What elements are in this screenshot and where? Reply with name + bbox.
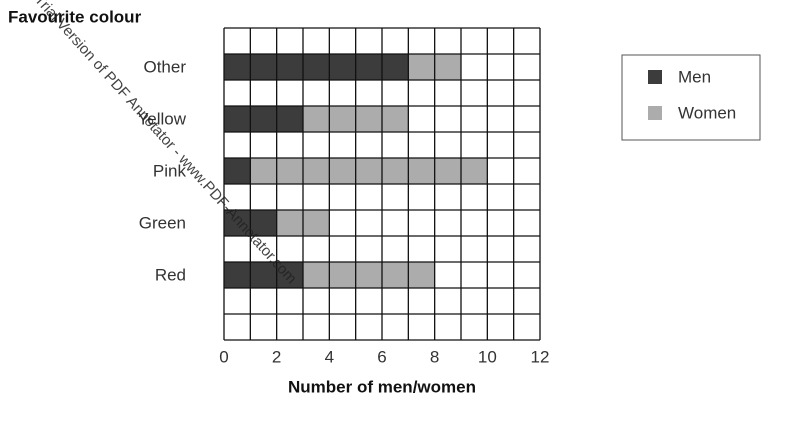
x-tick-label: 8 bbox=[430, 347, 439, 366]
y-axis-title: Favourite colour bbox=[8, 7, 142, 26]
bar-segment bbox=[224, 54, 409, 80]
x-axis-title: Number of men/women bbox=[288, 377, 476, 396]
y-tick-label: Pink bbox=[153, 161, 187, 180]
y-tick-label: Green bbox=[139, 213, 186, 232]
bar-segment bbox=[224, 106, 303, 132]
x-tick-label: 6 bbox=[377, 347, 386, 366]
y-tick-label: Other bbox=[143, 57, 186, 76]
legend-swatch bbox=[648, 70, 662, 84]
bar-segment bbox=[224, 262, 303, 288]
legend-swatch bbox=[648, 106, 662, 120]
x-tick-label: 10 bbox=[478, 347, 497, 366]
legend-label: Women bbox=[678, 103, 736, 122]
legend-label: Men bbox=[678, 67, 711, 86]
y-tick-label: Red bbox=[155, 265, 186, 284]
x-tick-label: 12 bbox=[531, 347, 550, 366]
x-tick-label: 4 bbox=[325, 347, 334, 366]
bar-segment bbox=[224, 158, 251, 184]
y-tick-label: Yellow bbox=[137, 109, 186, 128]
bar-segment bbox=[250, 158, 488, 184]
bar-segment bbox=[303, 262, 435, 288]
x-tick-label: 0 bbox=[219, 347, 228, 366]
legend-box bbox=[621, 54, 761, 141]
x-tick-label: 2 bbox=[272, 347, 281, 366]
